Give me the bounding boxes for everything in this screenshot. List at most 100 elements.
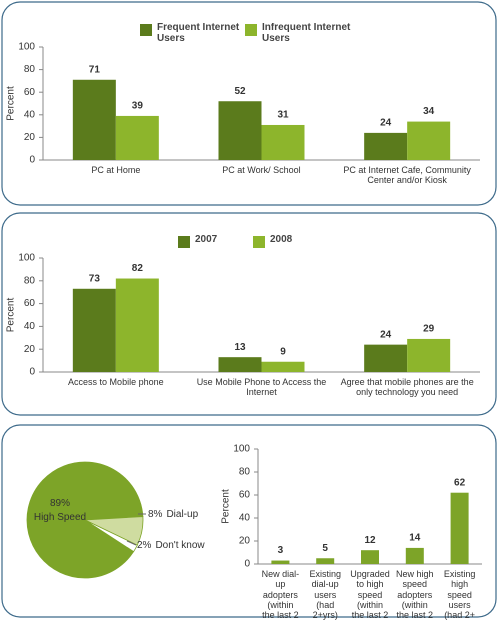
y-tick-label: 60 — [24, 87, 36, 98]
y-tick-label: 60 — [24, 298, 36, 309]
bar — [405, 547, 424, 564]
value-label: 71 — [89, 64, 101, 75]
legend-label: 2008 — [270, 235, 293, 245]
x-tick-label: PC at Home — [91, 165, 141, 175]
y-tick-label: 40 — [24, 109, 36, 120]
y-tick-label: 20 — [24, 344, 36, 355]
pie-label: 8% Dial-up — [148, 509, 199, 520]
x-tick-label-box: Access to Mobile phone — [68, 377, 164, 387]
legend-label-box: 2007 — [195, 235, 218, 245]
y-tick-label: 0 — [29, 367, 35, 378]
panel — [1, 212, 497, 416]
value-label: 14 — [409, 533, 421, 544]
y-tick-label: 0 — [29, 155, 35, 166]
y-tick-label: 80 — [24, 275, 36, 286]
bar — [361, 550, 379, 564]
legend-swatch — [253, 236, 265, 248]
x-tick-label: PC at Work/ School — [222, 165, 301, 175]
panel — [1, 424, 497, 618]
y-tick-label: 40 — [239, 513, 251, 524]
pie-category-label: Dial-up — [166, 509, 198, 520]
x-tick-label: Agree that mobile phones are the only te… — [340, 377, 474, 398]
y-tick-label: 0 — [244, 559, 250, 570]
value-label: 3 — [278, 545, 284, 556]
x-tick-label: Use Mobile Phone to Access the Internet — [196, 377, 327, 398]
x-tick-label: New high speed adopters (within the last… — [396, 569, 434, 620]
x-tick-label-box: Existing dial-up users (had 2+yrs) — [309, 569, 341, 620]
legend-label: 2007 — [195, 235, 218, 245]
x-tick-label-box: Upgraded to high speed (within the last … — [350, 569, 390, 620]
value-label: 73 — [89, 273, 101, 284]
x-tick-label: PC at Internet Cafe, Community Center an… — [343, 165, 471, 186]
bar — [450, 492, 469, 564]
x-tick-label-box: PC at Home — [91, 165, 141, 175]
x-tick-label: New dial-up adopters (within the last 2 … — [261, 569, 300, 620]
bar — [261, 124, 305, 160]
bar — [316, 558, 335, 564]
value-label: 9 — [280, 346, 286, 357]
bar — [72, 79, 116, 160]
pie-label: 2% Don't know — [137, 540, 205, 551]
x-tick-label-box: Existing high speed users (had 2+ yrs) — [443, 569, 476, 620]
legend-label-box: 2008 — [270, 235, 293, 245]
legend-swatch — [178, 236, 190, 248]
y-axis-label: Percent — [221, 489, 232, 524]
panel — [1, 1, 497, 206]
bar — [364, 132, 408, 160]
pie-value-label: 8% — [148, 509, 163, 520]
bar — [407, 338, 451, 372]
value-label: 62 — [454, 477, 466, 488]
bar — [271, 560, 290, 564]
y-tick-label: 20 — [239, 536, 251, 547]
x-tick-label-box: New dial-up adopters (within the last 2 … — [261, 569, 300, 620]
x-tick-label: Existing dial-up users (had 2+yrs) — [309, 569, 341, 620]
legend-label-box: Frequent Internet Users — [157, 23, 240, 44]
bar — [72, 288, 116, 372]
x-tick-label-box: PC at Internet Cafe, Community Center an… — [343, 165, 471, 186]
value-label: 13 — [234, 342, 246, 353]
y-tick-label: 100 — [233, 444, 250, 455]
x-tick-label: Upgraded to high speed (within the last … — [350, 569, 390, 620]
y-tick-label: 80 — [239, 467, 251, 478]
value-label: 24 — [380, 329, 392, 340]
bar — [218, 357, 262, 372]
y-axis-label: Percent — [6, 86, 17, 121]
value-label: 12 — [364, 535, 376, 546]
value-label: 82 — [132, 263, 144, 274]
value-label: 34 — [423, 106, 435, 117]
value-label: 5 — [322, 543, 328, 554]
bar — [115, 115, 159, 160]
x-tick-label-box: Agree that mobile phones are the only te… — [340, 377, 474, 398]
y-tick-label: 80 — [24, 64, 36, 75]
bar — [407, 121, 451, 160]
x-tick-label: Existing high speed users (had 2+ yrs) — [443, 569, 476, 620]
value-label: 24 — [380, 118, 392, 129]
pie-value-label: 89% — [50, 498, 70, 509]
value-label: 29 — [423, 324, 435, 335]
y-axis-label: Percent — [6, 298, 17, 333]
legend-label-box: Infrequent Internet Users — [262, 23, 351, 44]
legend-swatch — [140, 24, 152, 36]
y-tick-label: 60 — [239, 490, 251, 501]
y-tick-label: 100 — [18, 42, 35, 53]
legend-label: Frequent Internet Users — [157, 23, 240, 44]
pie-value-label: 2% — [137, 540, 152, 551]
value-label: 52 — [234, 86, 246, 97]
x-tick-label-box: PC at Work/ School — [222, 165, 301, 175]
pie-label: 89% High Speed — [34, 498, 86, 523]
pie-slice — [84, 519, 138, 553]
value-label: 39 — [132, 101, 144, 112]
bar — [364, 344, 408, 372]
y-tick-label: 100 — [18, 253, 35, 264]
legend-swatch — [245, 24, 257, 36]
bar — [115, 278, 159, 372]
pie-category-label: High Speed — [34, 512, 86, 523]
y-tick-label: 40 — [24, 321, 36, 332]
legend-label: Infrequent Internet Users — [262, 23, 351, 44]
value-label: 31 — [277, 110, 289, 121]
x-tick-label: Access to Mobile phone — [68, 377, 164, 387]
y-tick-label: 20 — [24, 132, 36, 143]
leader-line — [126, 540, 137, 546]
bar — [261, 361, 305, 372]
